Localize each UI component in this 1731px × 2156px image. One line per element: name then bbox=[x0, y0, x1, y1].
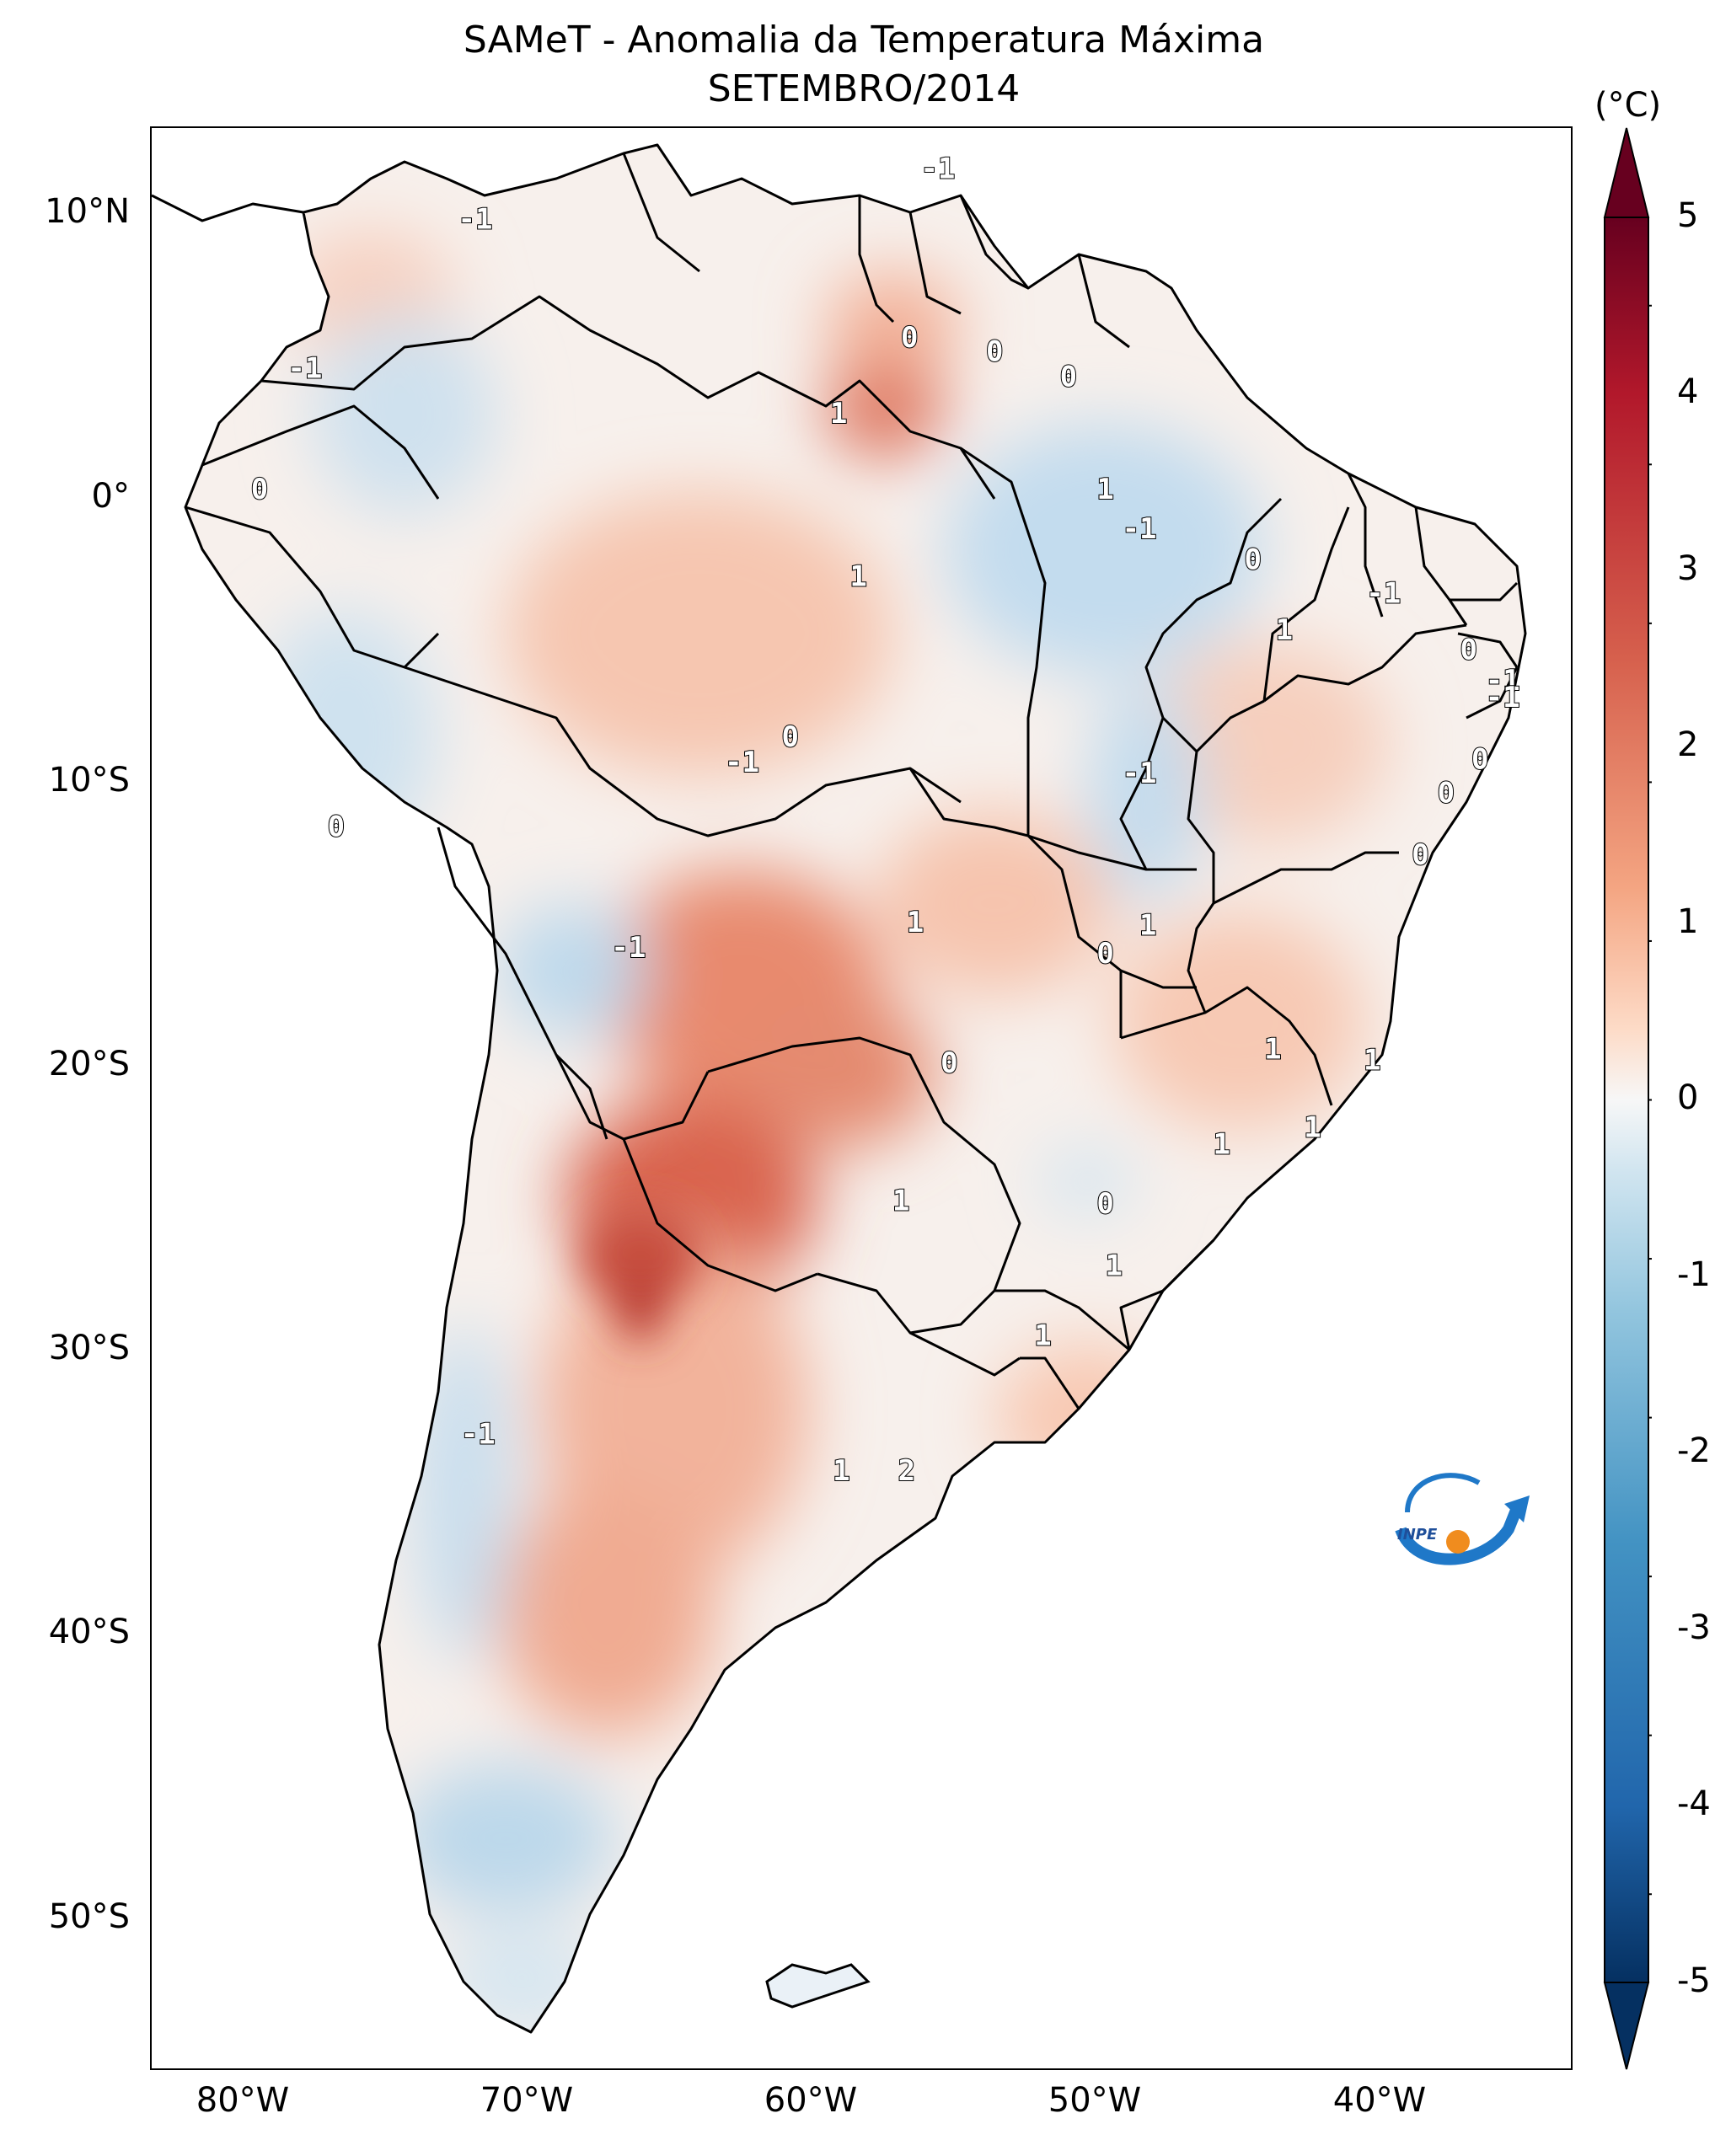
lat-label-10n: 10°N bbox=[45, 192, 130, 231]
contour-label: 1 bbox=[849, 560, 866, 594]
colorbar bbox=[1603, 127, 1652, 2070]
colorbar-label-minus3: -3 bbox=[1677, 1608, 1711, 1647]
contour-label: 0 bbox=[251, 473, 268, 506]
lat-label-20s: 20°S bbox=[48, 1045, 130, 1083]
contour-label: -1 bbox=[611, 931, 646, 965]
contour-label: -1 bbox=[1366, 577, 1401, 611]
contour-label: -1 bbox=[287, 352, 322, 386]
lon-label-80w: 80°W bbox=[196, 2081, 290, 2120]
contour-label: 1 bbox=[1364, 1044, 1380, 1078]
border-lines bbox=[152, 143, 1527, 2034]
contour-label: 1 bbox=[1213, 1128, 1230, 1162]
contour-label: -1 bbox=[725, 746, 759, 779]
colorbar-label-5: 5 bbox=[1677, 196, 1699, 235]
contour-label: -1 bbox=[1486, 681, 1520, 714]
contour-label: 1 bbox=[892, 1184, 909, 1217]
lat-label-50s: 50°S bbox=[48, 1897, 130, 1936]
colorbar-label-2: 2 bbox=[1677, 725, 1699, 764]
contour-label: 1 bbox=[1096, 473, 1113, 506]
inpe-logo-text: INPE bbox=[1397, 1526, 1438, 1543]
contour-label: 0 bbox=[1096, 937, 1113, 971]
contour-label: 0 bbox=[1438, 777, 1455, 811]
colorbar-label-1: 1 bbox=[1677, 902, 1699, 941]
lon-label-60w: 60°W bbox=[764, 2081, 858, 2120]
colorbar-label-minus2: -2 bbox=[1677, 1431, 1711, 1470]
lon-label-70w: 70°W bbox=[480, 2081, 574, 2120]
anomaly-field bbox=[185, 145, 1525, 2032]
colorbar-ticks bbox=[1648, 304, 1652, 1896]
lat-label-40s: 40°S bbox=[48, 1613, 130, 1651]
chart-subtitle: SETEMBRO/2014 bbox=[707, 67, 1021, 110]
falkland-islands bbox=[765, 1963, 871, 2009]
contour-label: 0 bbox=[986, 335, 1003, 369]
contour-label: 0 bbox=[1471, 742, 1488, 776]
contour-label: -1 bbox=[1123, 512, 1157, 546]
colorbar-gradient bbox=[1604, 217, 1649, 1983]
inpe-logo: INPE bbox=[1395, 1473, 1530, 1565]
contour-label: 0 bbox=[1060, 361, 1077, 394]
lon-label-50w: 50°W bbox=[1048, 2081, 1142, 2120]
lat-label-0: 0° bbox=[91, 477, 130, 516]
contour-label: -1 bbox=[920, 152, 955, 186]
contour-label: 0 bbox=[941, 1046, 957, 1080]
contour-label: -1 bbox=[461, 1418, 496, 1452]
contour-label: 1 bbox=[1276, 613, 1293, 647]
contour-label: 2 bbox=[898, 1454, 915, 1488]
colorbar-label-3: 3 bbox=[1677, 549, 1699, 588]
contour-label: 1 bbox=[1264, 1032, 1281, 1066]
chart-title: SAMeT - Anomalia da Temperatura Máxima bbox=[463, 19, 1265, 62]
colorbar-unit: (°C) bbox=[1594, 86, 1662, 125]
colorbar-label-minus5: -5 bbox=[1677, 1961, 1711, 2000]
colorbar-label-minus4: -4 bbox=[1677, 1784, 1711, 1823]
contour-label: 0 bbox=[1096, 1187, 1113, 1221]
colorbar-label-4: 4 bbox=[1677, 372, 1699, 411]
contour-label: 0 bbox=[782, 720, 799, 754]
contour-label: 1 bbox=[1106, 1249, 1123, 1282]
contour-label: -1 bbox=[1486, 664, 1520, 698]
contour-label: 0 bbox=[901, 321, 918, 355]
contour-label: 1 bbox=[830, 397, 847, 431]
colorbar-extend-max bbox=[1603, 127, 1650, 218]
contour-label: 0 bbox=[328, 811, 345, 844]
contour-label: 0 bbox=[1460, 633, 1477, 666]
lat-label-10s: 10°S bbox=[48, 761, 130, 800]
contour-label: 0 bbox=[1245, 543, 1262, 577]
lat-label-30s: 30°S bbox=[48, 1329, 130, 1367]
lon-label-40w: 40°W bbox=[1332, 2081, 1427, 2120]
colorbar-label-minus1: -1 bbox=[1677, 1255, 1711, 1294]
contour-label: 1 bbox=[907, 906, 924, 939]
map-frame: -1 -1 0 0 0 -1 1 1 0 -1 0 1 -1 1 0 -1 -1 0 0 0 -1 -1 0 0 1 1 0 -1 1 0… bbox=[150, 126, 1573, 2070]
contour-label: -1 bbox=[1123, 757, 1157, 790]
contour-label: 0 bbox=[1412, 838, 1428, 872]
contour-label: -1 bbox=[458, 203, 492, 237]
contour-label: 1 bbox=[1304, 1111, 1321, 1145]
contour-label: 1 bbox=[833, 1454, 849, 1488]
contour-label: 1 bbox=[1139, 908, 1156, 942]
colorbar-extend-min bbox=[1603, 1982, 1650, 2070]
contour-label: 1 bbox=[1034, 1319, 1051, 1353]
colorbar-label-0: 0 bbox=[1677, 1078, 1699, 1117]
